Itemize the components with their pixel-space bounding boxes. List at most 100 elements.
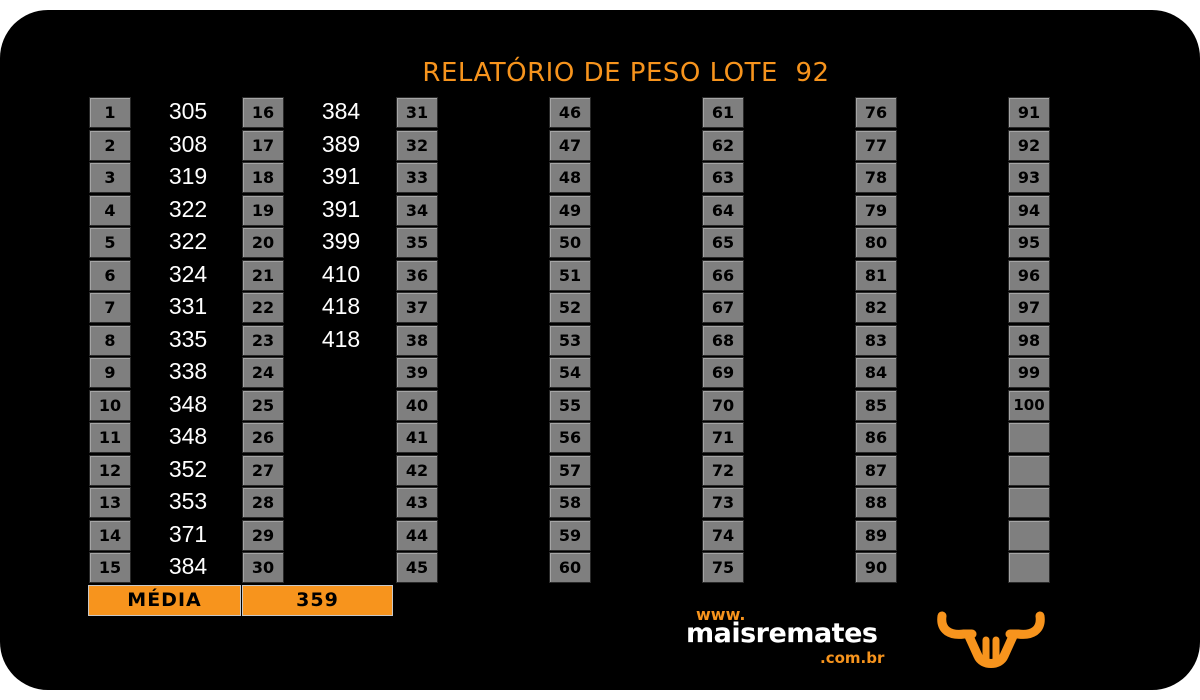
- animal-number-cell: 92: [1008, 129, 1050, 161]
- animal-number-cell: 91: [1008, 97, 1050, 128]
- animal-number-cell: 34: [396, 194, 438, 226]
- animal-number-cell: 84: [855, 357, 897, 388]
- animal-number-cell: 50: [549, 227, 591, 258]
- weight-value: 384: [168, 553, 208, 579]
- weight-value: 389: [321, 130, 361, 157]
- animal-number-cell: 73: [702, 487, 744, 518]
- animal-number-cell: 83: [855, 324, 897, 356]
- weight-value: 324: [168, 260, 208, 287]
- brand-www: www.: [696, 605, 746, 624]
- animal-number-cell: 64: [702, 194, 744, 226]
- empty-number-cell: [1008, 519, 1050, 551]
- empty-number-cell: [1008, 422, 1050, 453]
- animal-number-cell: 43: [396, 487, 438, 518]
- animal-number-cell: 67: [702, 292, 744, 323]
- empty-number-cell: [1008, 454, 1050, 486]
- animal-number-cell: 37: [396, 292, 438, 323]
- weight-value: 348: [168, 390, 208, 417]
- animal-number-cell: 33: [396, 162, 438, 193]
- animal-number-cell: 54: [549, 357, 591, 388]
- animal-number-cell: 29: [242, 519, 284, 551]
- weight-value: 353: [168, 488, 208, 514]
- animal-number-cell: 40: [396, 389, 438, 421]
- animal-number-cell: 81: [855, 259, 897, 291]
- animal-number-cell: 71: [702, 422, 744, 453]
- weight-value: 331: [168, 293, 208, 319]
- report-title: RELATÓRIO DE PESO LOTE 92: [422, 58, 830, 88]
- animal-number-cell: 74: [702, 519, 744, 551]
- animal-number-cell: 76: [855, 97, 897, 128]
- weight-value: 391: [321, 195, 361, 222]
- animal-number-cell: 89: [855, 519, 897, 551]
- weight-value: 335: [168, 325, 208, 352]
- animal-number-cell: 6: [89, 259, 131, 291]
- animal-number-cell: 39: [396, 357, 438, 388]
- weight-value: 410: [321, 260, 361, 287]
- weight-value: 338: [168, 358, 208, 384]
- animal-number-cell: 94: [1008, 194, 1050, 226]
- animal-number-cell: 17: [242, 129, 284, 161]
- animal-number-cell: 87: [855, 454, 897, 486]
- animal-number-cell: 55: [549, 389, 591, 421]
- animal-number-cell: 44: [396, 519, 438, 551]
- bull-head-icon: [937, 611, 1045, 668]
- weight-value: 308: [168, 130, 208, 157]
- animal-number-cell: 11: [89, 422, 131, 453]
- animal-number-cell: 5: [89, 227, 131, 258]
- animal-number-cell: 28: [242, 487, 284, 518]
- animal-number-cell: 3: [89, 162, 131, 193]
- brand-tld: .com.br: [820, 649, 885, 667]
- weight-value: 371: [168, 520, 208, 547]
- animal-number-cell: 68: [702, 324, 744, 356]
- weight-value: 319: [168, 163, 208, 189]
- animal-number-cell: 58: [549, 487, 591, 518]
- animal-number-cell: 90: [855, 552, 897, 583]
- empty-number-cell: [1008, 552, 1050, 583]
- animal-number-cell: 22: [242, 292, 284, 323]
- animal-number-cell: 65: [702, 227, 744, 258]
- weight-value: 418: [321, 325, 361, 352]
- weight-value: 348: [168, 423, 208, 449]
- animal-number-cell: 30: [242, 552, 284, 583]
- animal-number-cell: 80: [855, 227, 897, 258]
- animal-number-cell: 23: [242, 324, 284, 356]
- animal-number-cell: 8: [89, 324, 131, 356]
- animal-number-cell: 57: [549, 454, 591, 486]
- empty-number-cell: [1008, 487, 1050, 518]
- animal-number-cell: 19: [242, 194, 284, 226]
- animal-number-cell: 13: [89, 487, 131, 518]
- animal-number-cell: 69: [702, 357, 744, 388]
- animal-number-cell: 25: [242, 389, 284, 421]
- animal-number-cell: 21: [242, 259, 284, 291]
- animal-number-cell: 100: [1008, 389, 1050, 421]
- animal-number-cell: 59: [549, 519, 591, 551]
- animal-number-cell: 36: [396, 259, 438, 291]
- animal-number-cell: 35: [396, 227, 438, 258]
- animal-number-cell: 85: [855, 389, 897, 421]
- animal-number-cell: 51: [549, 259, 591, 291]
- animal-number-cell: 77: [855, 129, 897, 161]
- weight-value: 384: [321, 98, 361, 124]
- animal-number-cell: 27: [242, 454, 284, 486]
- animal-number-cell: 14: [89, 519, 131, 551]
- animal-number-cell: 75: [702, 552, 744, 583]
- animal-number-cell: 62: [702, 129, 744, 161]
- animal-number-cell: 32: [396, 129, 438, 161]
- animal-number-cell: 49: [549, 194, 591, 226]
- animal-number-cell: 24: [242, 357, 284, 388]
- animal-number-cell: 60: [549, 552, 591, 583]
- animal-number-cell: 72: [702, 454, 744, 486]
- animal-number-cell: 98: [1008, 324, 1050, 356]
- animal-number-cell: 31: [396, 97, 438, 128]
- average-value: 359: [242, 585, 393, 616]
- report-panel: [0, 10, 1200, 690]
- animal-number-cell: 2: [89, 129, 131, 161]
- animal-number-cell: 47: [549, 129, 591, 161]
- animal-number-cell: 86: [855, 422, 897, 453]
- animal-number-cell: 41: [396, 422, 438, 453]
- animal-number-cell: 42: [396, 454, 438, 486]
- weight-value: 352: [168, 455, 208, 482]
- animal-number-cell: 61: [702, 97, 744, 128]
- animal-number-cell: 70: [702, 389, 744, 421]
